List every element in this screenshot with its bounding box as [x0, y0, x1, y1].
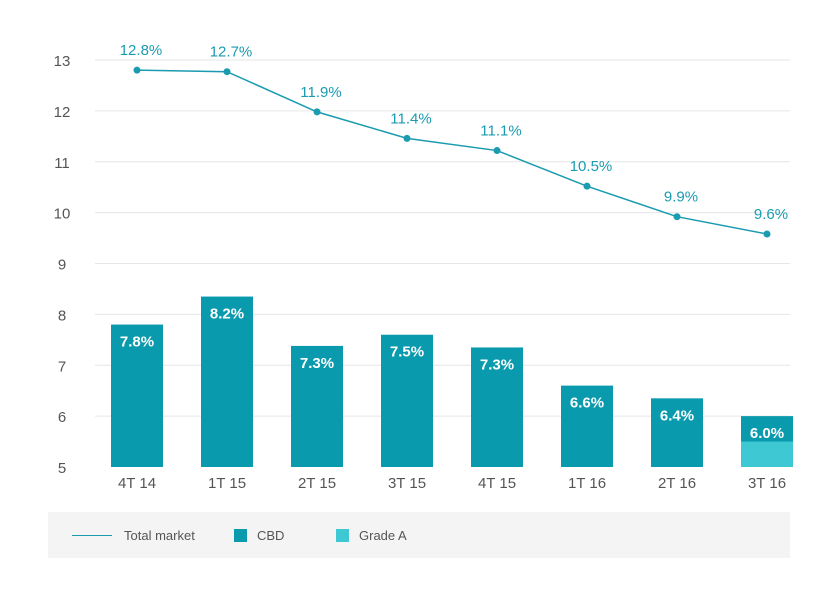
x-tick-label: 2T 16 — [658, 475, 696, 492]
bar-data-label: 7.3% — [300, 355, 334, 372]
bar-cbd — [381, 334, 433, 467]
line-data-label: 10.5% — [570, 158, 613, 175]
bar-cbd — [651, 398, 703, 467]
line-data-label: 9.9% — [664, 189, 698, 206]
bar-grade-a — [741, 441, 793, 467]
line-point — [763, 230, 771, 238]
x-tick-label: 2T 15 — [298, 475, 336, 492]
legend-cbd-swatch — [234, 528, 247, 542]
bar-data-label: 6.6% — [570, 395, 604, 412]
line-data-label: 9.6% — [754, 206, 788, 223]
legend: Total market CBD Grade A — [48, 512, 790, 558]
line-point — [403, 134, 411, 142]
y-tick-label: 7 — [58, 358, 66, 375]
y-tick-label: 13 — [54, 53, 71, 70]
legend-item-cbd: CBD — [234, 512, 284, 558]
y-tick-label: 12 — [54, 104, 71, 121]
line-point — [583, 182, 591, 190]
line-point — [673, 213, 681, 221]
line-data-label: 11.4% — [390, 110, 431, 127]
bar-data-label: 7.3% — [480, 356, 514, 373]
line-point — [133, 66, 141, 74]
bar-cbd — [111, 324, 163, 467]
bar-data-label: 8.2% — [210, 306, 244, 323]
bar-data-label: 6.4% — [660, 407, 694, 424]
line-total-market — [136, 69, 768, 235]
bar-data-label: 7.5% — [390, 344, 424, 361]
y-tick-label: 5 — [58, 460, 66, 477]
line-data-label: 12.7% — [210, 44, 253, 61]
line-data-label: 11.1% — [480, 123, 521, 140]
x-tick-label: 1T 16 — [568, 475, 606, 492]
bar-cbd — [291, 345, 343, 467]
line-point — [223, 68, 231, 76]
legend-label-grade-a: Grade A — [359, 527, 407, 543]
y-tick-label: 8 — [58, 307, 66, 324]
legend-grade-a-swatch — [336, 528, 349, 542]
y-tick-label: 11 — [54, 155, 70, 172]
legend-item-total-market: Total market — [72, 512, 195, 558]
x-tick-label: 4T 15 — [478, 475, 516, 492]
line-data-label: 12.8% — [120, 42, 163, 59]
x-tick-label: 1T 15 — [208, 475, 246, 492]
bar-cbd — [561, 385, 613, 467]
y-tick-label: 6 — [58, 409, 66, 426]
x-tick-label: 3T 16 — [748, 475, 786, 492]
line-point — [493, 147, 501, 155]
x-tick-label: 3T 15 — [388, 475, 426, 492]
bar-cbd — [201, 296, 253, 467]
legend-label-cbd: CBD — [257, 527, 285, 543]
bar-cbd — [471, 347, 523, 467]
bar-data-label: 6.0% — [750, 425, 784, 442]
line-point — [313, 108, 321, 116]
bar-data-label: 7.8% — [120, 334, 154, 351]
legend-item-grade-a: Grade A — [336, 512, 407, 558]
legend-line-swatch — [72, 534, 112, 536]
y-tick-label: 10 — [54, 206, 71, 223]
legend-label-total-market: Total market — [124, 527, 195, 543]
line-data-label: 11.9% — [300, 84, 341, 101]
x-tick-label: 4T 14 — [118, 475, 156, 492]
y-tick-label: 9 — [58, 257, 66, 274]
